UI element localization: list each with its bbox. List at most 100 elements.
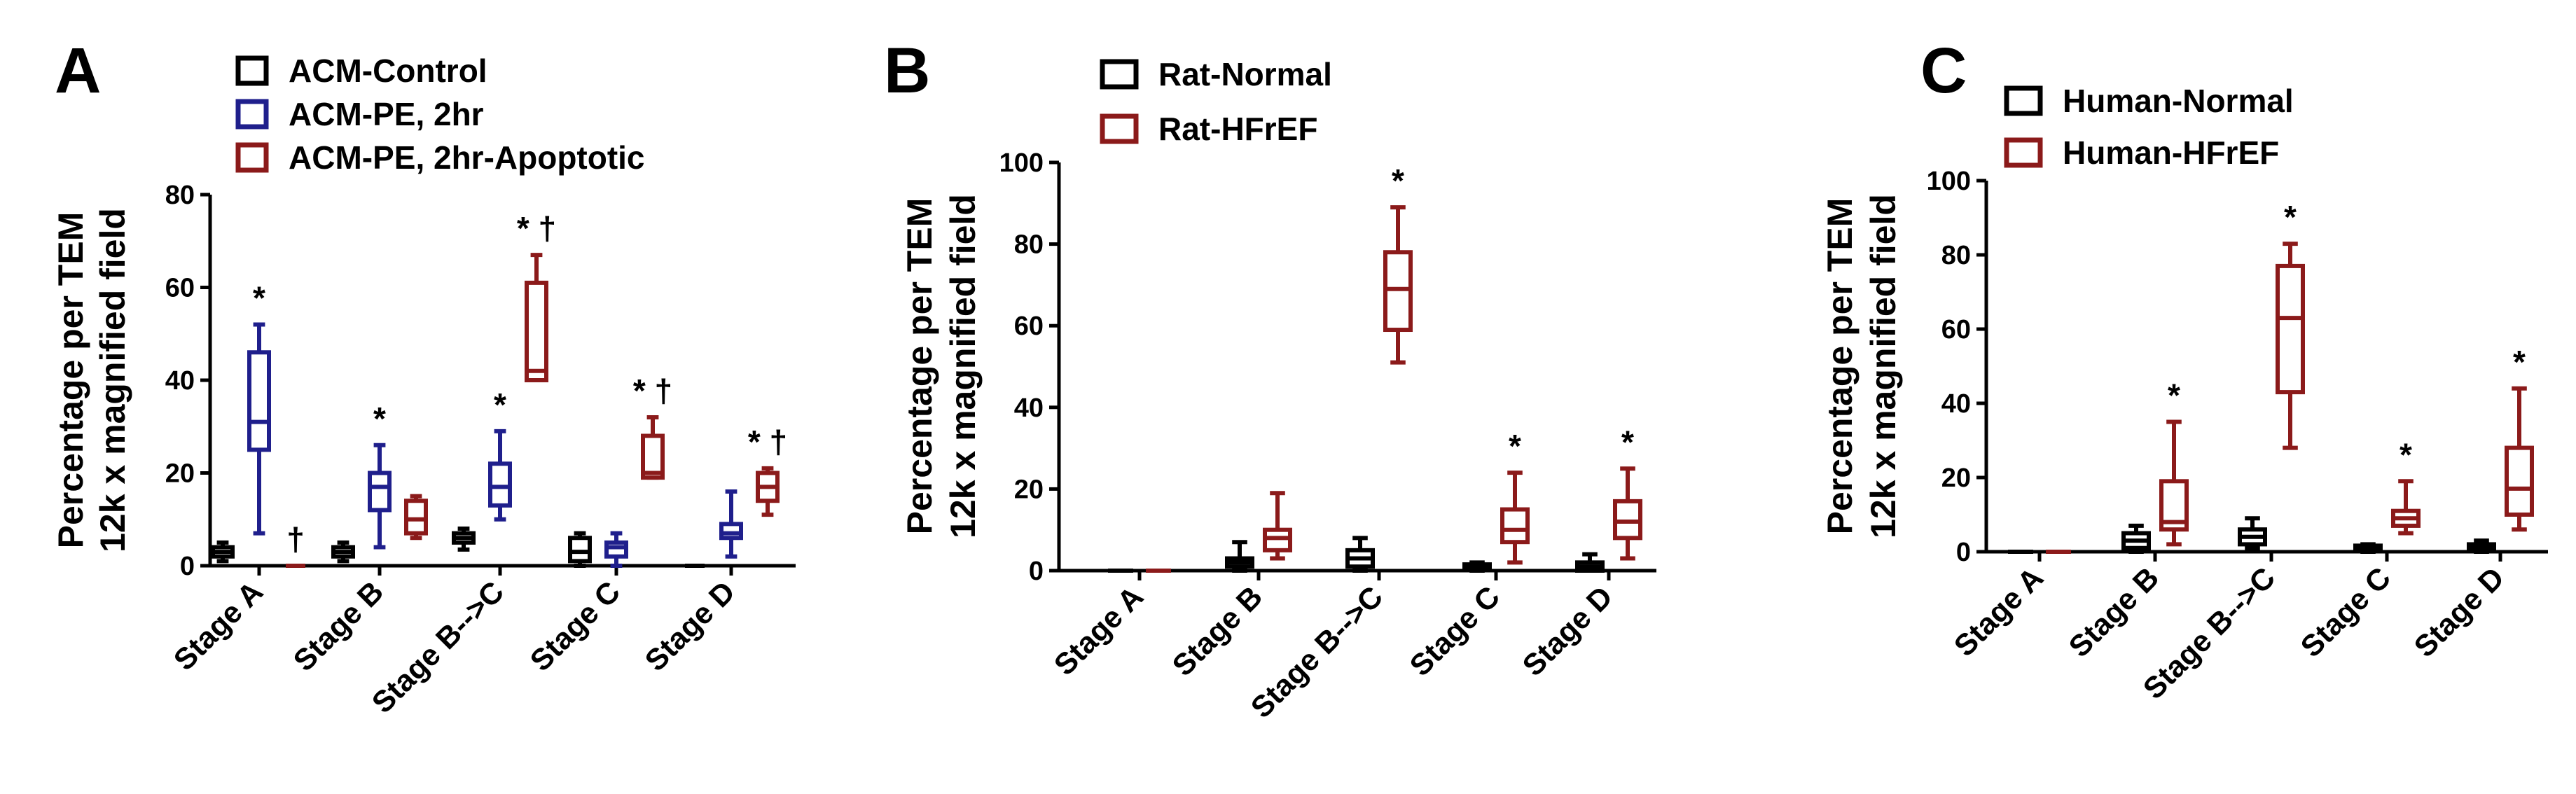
significance-marker: * <box>2513 344 2526 380</box>
legend-item: ACM-PE, 2hr-Apoptotic <box>235 139 645 176</box>
box-iqr <box>568 536 592 564</box>
y-tick-label: 40 <box>1014 393 1044 423</box>
x-tick-label: Stage C <box>2294 561 2397 664</box>
y-tick-label: 40 <box>165 366 195 396</box>
x-tick-label: Stage B <box>2063 561 2166 664</box>
y-tick-label: 20 <box>1014 475 1044 504</box>
significance-marker: * † <box>748 424 787 460</box>
x-tick-label: Stage B <box>1166 580 1269 683</box>
legend-swatch <box>2004 85 2043 116</box>
x-tick-label: Stage A <box>1948 561 2050 663</box>
significance-marker: * <box>2284 199 2297 235</box>
box-plot: * <box>488 386 512 522</box>
box-iqr <box>2276 263 2305 395</box>
box-plot: * <box>2276 199 2305 450</box>
legend-label: Human-HFrEF <box>2063 134 2279 171</box>
box-iqr <box>641 433 665 480</box>
x-tick-label: Stage A <box>1048 580 1150 682</box>
significance-marker: * <box>494 386 506 423</box>
y-axis-label: Percentage per TEM <box>900 198 939 535</box>
legend-swatch <box>2004 137 2043 168</box>
y-tick-label: 0 <box>180 552 195 581</box>
legend-label: Human-Normal <box>2063 83 2294 119</box>
box-plot <box>2238 516 2267 550</box>
y-axis-label: 12k x magnified field <box>943 194 983 538</box>
box-plot <box>2121 523 2151 554</box>
box-plot <box>404 494 428 541</box>
legend-item: Rat-HFrEF <box>1100 111 1317 147</box>
legend-item: ACM-Control <box>235 53 487 89</box>
box-plot <box>604 531 628 568</box>
panel-a: A ACM-Control ACM-PE, 2hr ACM-PE, 2hr-Apopt… <box>51 35 796 720</box>
significance-marker: * † <box>517 210 556 246</box>
box-iqr <box>404 499 428 536</box>
legend-label: Rat-Normal <box>1158 56 1332 92</box>
x-tick-label: Stage C <box>524 575 627 678</box>
panel-letter: C <box>1920 35 1967 106</box>
box-plot: * <box>2159 377 2189 547</box>
legend-swatch <box>1100 59 1139 90</box>
box-iqr <box>604 540 628 559</box>
significance-marker: * <box>1392 162 1404 199</box>
x-tick-label: Stage C <box>1404 580 1507 683</box>
x-tick-label: Stage A <box>167 575 270 677</box>
legend-label: ACM-PE, 2hr <box>289 96 484 132</box>
legend-label: ACM-PE, 2hr-Apoptotic <box>289 139 645 176</box>
y-axis-label: 12k x magnified field <box>1864 194 1903 538</box>
legend-swatch <box>235 99 269 130</box>
significance-marker: * <box>253 280 265 316</box>
y-tick-label: 40 <box>1941 389 1971 419</box>
box-plot: * <box>1500 428 1530 565</box>
y-tick-label: 60 <box>1014 312 1044 341</box>
box-plot: * † <box>633 372 672 480</box>
y-tick-label: 20 <box>165 459 195 489</box>
box-iqr <box>247 350 271 452</box>
box-plot: † <box>286 521 305 568</box>
box-plot <box>1263 491 1292 561</box>
significance-marker: † <box>286 521 305 557</box>
y-tick-label: 80 <box>1941 241 1971 270</box>
box-plot <box>2467 538 2496 554</box>
box-iqr <box>2505 445 2534 517</box>
y-tick-label: 0 <box>1029 557 1044 586</box>
y-tick-label: 60 <box>1941 315 1971 344</box>
legend-swatch <box>235 142 269 173</box>
box-plot <box>719 489 743 559</box>
legend-item: Human-HFrEF <box>2004 134 2279 171</box>
significance-marker: * <box>373 401 386 437</box>
legend-swatch <box>1100 113 1139 144</box>
y-tick-label: 80 <box>165 181 195 210</box>
box-iqr <box>525 280 548 382</box>
significance-marker: * † <box>633 372 672 409</box>
panel-letter: A <box>55 35 101 106</box>
box-iqr <box>368 471 392 513</box>
y-tick-label: 80 <box>1014 230 1044 260</box>
box-plot <box>1462 560 1492 573</box>
box-plot <box>211 540 235 564</box>
y-axis-label: Percentage per TEM <box>1820 198 1860 535</box>
box-plot <box>2353 542 2383 554</box>
legend-item: ACM-PE, 2hr <box>235 96 484 132</box>
box-plot <box>1575 552 1605 573</box>
box-plot: * <box>2505 344 2534 532</box>
box-plot: * † <box>517 210 556 382</box>
y-axis-label: Percentage per TEM <box>51 212 90 549</box>
panel-letter: B <box>884 35 930 106</box>
box-plot <box>452 527 476 552</box>
box-plot: * <box>1613 424 1642 561</box>
box-plot: * <box>1383 162 1413 365</box>
box-plot <box>568 531 592 568</box>
x-tick-label: Stage D <box>639 575 742 678</box>
x-tick-label: Stage D <box>1516 580 1619 683</box>
significance-marker: * <box>1621 424 1634 460</box>
box-plot: * † <box>748 424 787 517</box>
legend-label: Rat-HFrEF <box>1158 111 1317 147</box>
panel-b: B Rat-Normal Rat-HFrEF Percentage per TEM 12… <box>884 35 1656 725</box>
panel-c: C Human-Normal Human-HFrEF Percentage per T… <box>1820 35 2548 706</box>
significance-marker: * <box>2168 377 2180 414</box>
box-plot: * <box>2391 436 2421 536</box>
box-iqr <box>1500 507 1530 545</box>
box-plot <box>1345 536 1375 573</box>
y-axis-label: 12k x magnified field <box>93 208 132 552</box>
